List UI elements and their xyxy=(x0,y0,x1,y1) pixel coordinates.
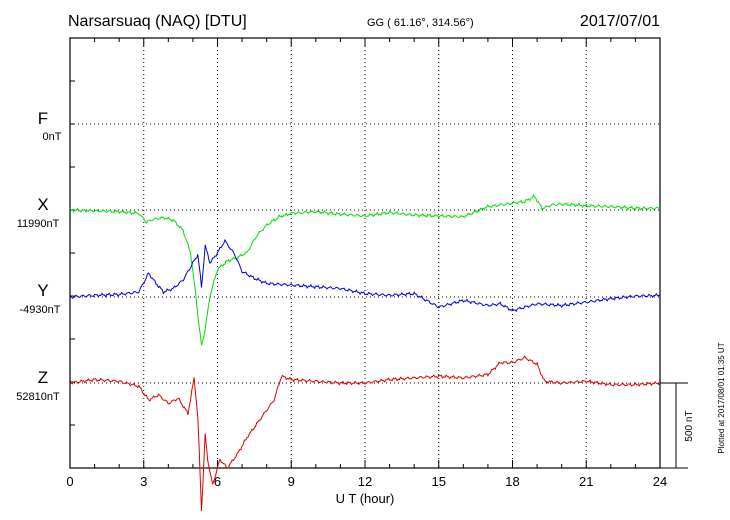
label-Z: Z xyxy=(38,368,48,387)
label-Y: Y xyxy=(37,281,48,300)
series-line-X xyxy=(69,194,661,346)
x-tick-label-0: 0 xyxy=(66,474,73,489)
grid xyxy=(70,38,660,468)
label-X: X xyxy=(37,195,48,214)
scale-bar xyxy=(660,382,688,469)
x-tick-label-24: 24 xyxy=(653,474,667,489)
x-axis-label: U T (hour) xyxy=(336,491,395,506)
x-tick-label-3: 3 xyxy=(140,474,147,489)
scale-bar-label: 500 nT xyxy=(684,410,695,441)
date-label: 2017/07/01 xyxy=(580,13,660,30)
series-lines xyxy=(69,194,661,511)
x-tick-label-9: 9 xyxy=(288,474,295,489)
axis-ticks: 0 3 6 9 12 15 18 21 24 xyxy=(66,38,667,489)
baseline-Y: -4930nT xyxy=(20,304,61,316)
x-tick-label-18: 18 xyxy=(505,474,519,489)
x-tick-label-12: 12 xyxy=(358,474,372,489)
station-coordinates: GG ( 61.16°, 314.56°) xyxy=(367,17,474,29)
x-tick-label-15: 15 xyxy=(432,474,446,489)
label-F: F xyxy=(38,109,48,128)
baseline-F: 0nT xyxy=(43,131,62,143)
x-tick-label-21: 21 xyxy=(579,474,593,489)
series-line-Z xyxy=(69,355,661,511)
station-title: Narsarsuaq (NAQ) [DTU] xyxy=(68,13,247,30)
baseline-X: 11990nT xyxy=(17,218,60,230)
x-tick-label-6: 6 xyxy=(214,474,221,489)
series-line-Y xyxy=(69,238,661,313)
plotted-note: Plotted at 2017/08/01 01:35 UT xyxy=(717,342,726,453)
baseline-Z: 52810nT xyxy=(16,391,60,403)
